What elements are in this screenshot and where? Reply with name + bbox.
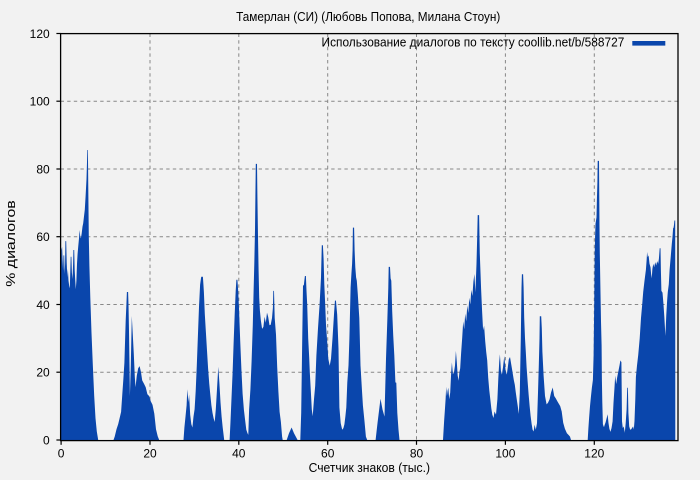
svg-text:120: 120 xyxy=(584,446,604,460)
svg-text:Тамерлан (СИ) (Любовь Попова,: Тамерлан (СИ) (Любовь Попова, Милана Сто… xyxy=(236,9,500,24)
svg-text:40: 40 xyxy=(36,298,50,312)
svg-text:Использование диалогов по текс: Использование диалогов по тексту coollib… xyxy=(322,35,625,49)
svg-text:60: 60 xyxy=(321,446,335,460)
svg-text:100: 100 xyxy=(495,446,515,460)
svg-text:0: 0 xyxy=(58,446,65,460)
svg-text:80: 80 xyxy=(410,446,424,460)
svg-text:20: 20 xyxy=(143,446,157,460)
svg-text:60: 60 xyxy=(36,230,50,244)
svg-text:100: 100 xyxy=(30,95,50,109)
svg-text:80: 80 xyxy=(36,162,50,176)
svg-text:40: 40 xyxy=(232,446,246,460)
svg-text:% диалогов: % диалогов xyxy=(4,200,18,287)
svg-text:20: 20 xyxy=(36,366,50,380)
svg-text:0: 0 xyxy=(43,433,50,447)
svg-text:Счетчик знаков (тыс.): Счетчик знаков (тыс.) xyxy=(309,461,430,475)
svg-text:120: 120 xyxy=(30,27,50,41)
